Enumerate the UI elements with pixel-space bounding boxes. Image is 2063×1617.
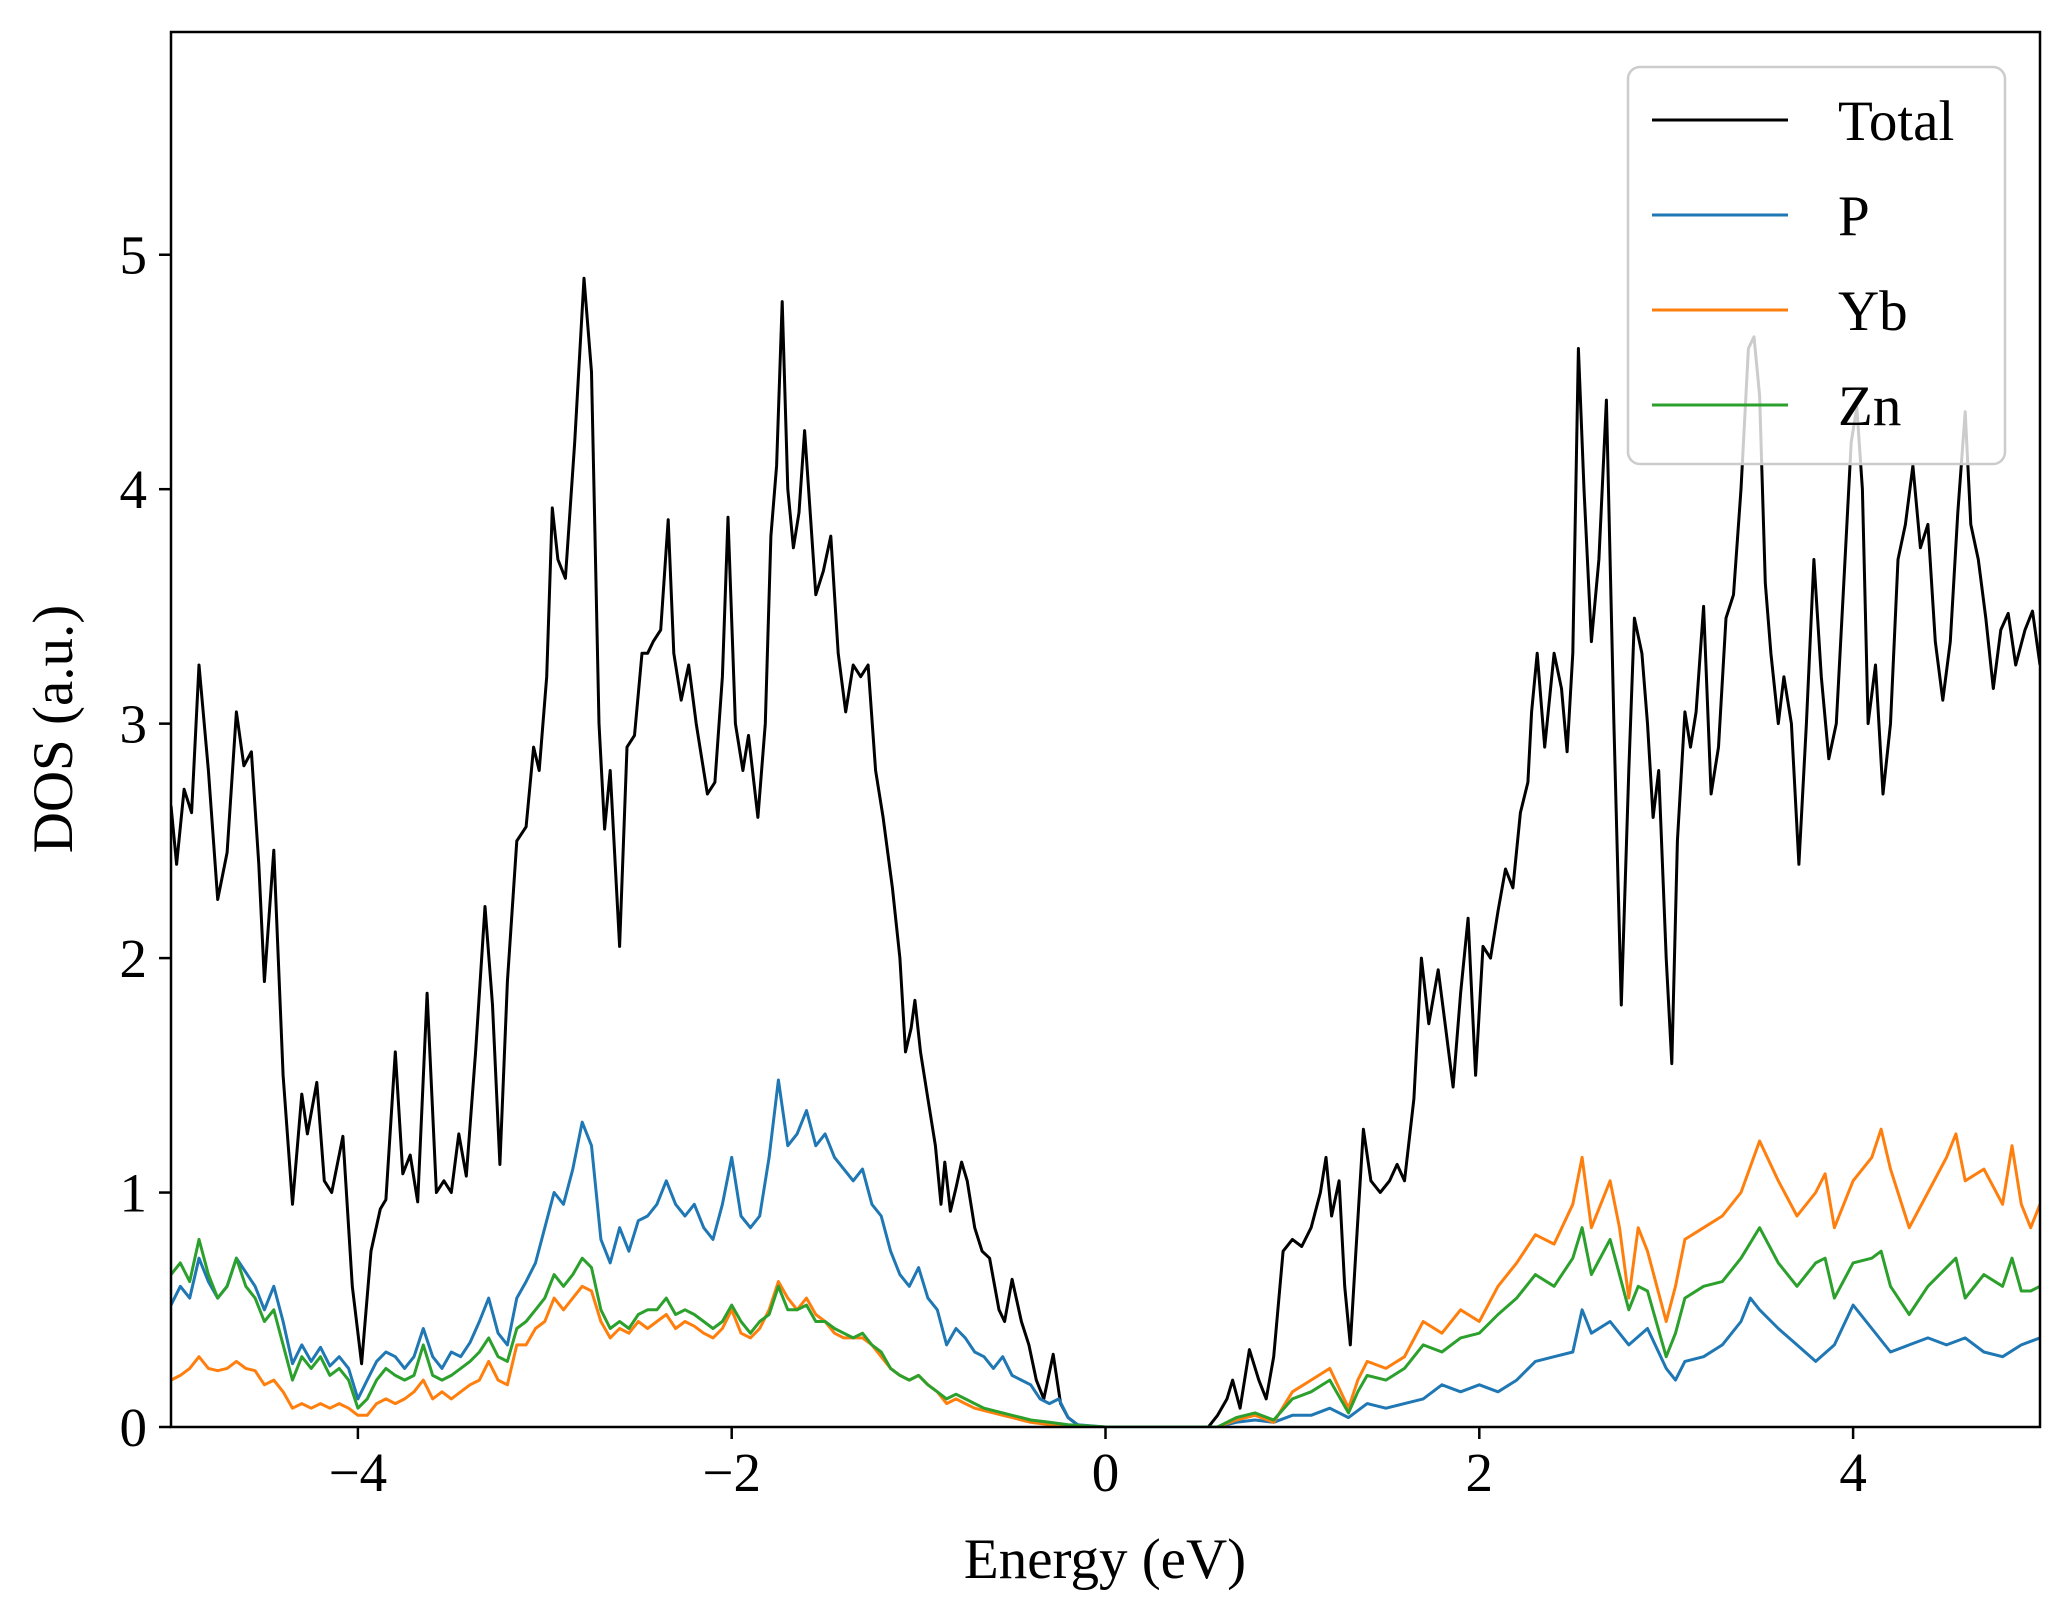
x-tick-label: −2: [702, 1442, 761, 1503]
legend-label-yb: Yb: [1838, 280, 1908, 343]
legend-label-p: P: [1838, 185, 1870, 248]
series-line-zn: [171, 1226, 2040, 1427]
series-line-p: [171, 1078, 2040, 1427]
y-tick-label: 2: [120, 928, 148, 989]
legend-box: [1626, 65, 2007, 466]
y-axis-title: DOS (a.u.): [22, 605, 85, 854]
y-tick-label: 0: [120, 1397, 148, 1458]
legend-label-total: Total: [1838, 90, 1954, 153]
x-tick-label: 2: [1466, 1442, 1494, 1503]
y-tick-label: 5: [120, 225, 148, 286]
y-tick-label: 3: [120, 694, 148, 755]
y-tick-label: 1: [120, 1163, 148, 1224]
x-axis-title: Energy (eV): [964, 1528, 1246, 1591]
x-tick-label: −4: [329, 1442, 388, 1503]
x-tick-label: 0: [1092, 1442, 1120, 1503]
legend-label-zn: Zn: [1838, 375, 1901, 438]
legend: Total P Yb Zn: [1626, 65, 2007, 466]
y-tick-label: 4: [120, 459, 148, 520]
x-tick-label: 4: [1839, 1442, 1867, 1503]
ticks-layer: −4 −2 0 2 4 0 1 2 3 4 5: [120, 225, 1867, 1503]
